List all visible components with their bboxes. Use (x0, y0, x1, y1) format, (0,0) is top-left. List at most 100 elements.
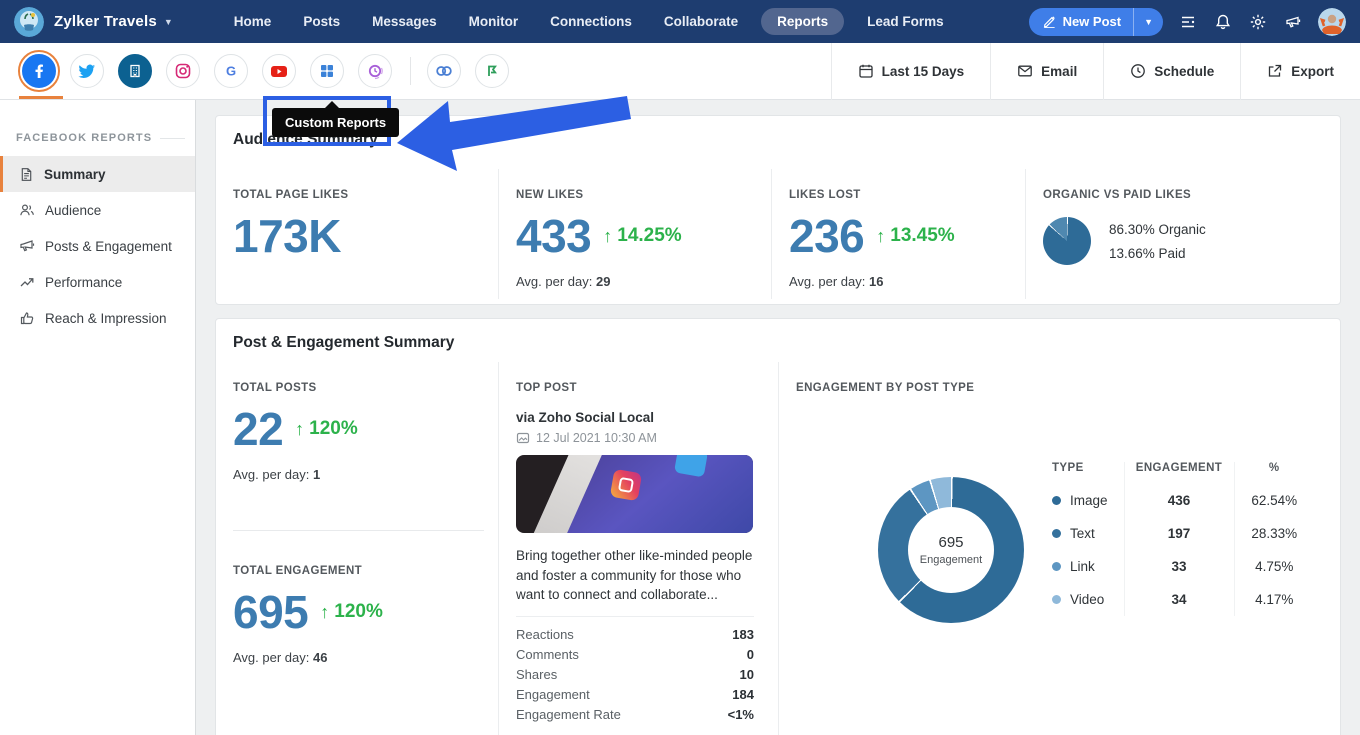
nav-item-posts[interactable]: Posts (303, 14, 341, 29)
sidebar-item-performance[interactable]: Performance (0, 264, 195, 300)
post-engagement-title: Post & Engagement Summary (233, 334, 455, 351)
apps-grid-channel-icon[interactable] (310, 54, 344, 88)
top-post-date-row: 12 Jul 2021 10:30 AM (516, 431, 764, 445)
metric-label: TOTAL POSTS (233, 382, 317, 394)
stat-row: Reactions 183 (516, 627, 754, 643)
metric-change-pct: 13.45% (890, 225, 955, 246)
legend-dot-text (1052, 529, 1061, 538)
nav-item-monitor[interactable]: Monitor (468, 14, 519, 29)
schedule-label: Schedule (1154, 63, 1215, 79)
paid-pct-label: 13.66% Paid (1109, 245, 1186, 261)
metric-change-pct: 120% (309, 418, 358, 439)
thumbs-up-icon (20, 312, 34, 325)
sidebar-section-title: FACEBOOK REPORTS (16, 132, 153, 144)
sidebar-item-posts-engagement[interactable]: Posts & Engagement (0, 228, 195, 264)
col-header-engagement: ENGAGEMENT (1123, 462, 1235, 484)
organic-pct-label: 86.30% Organic (1109, 221, 1206, 237)
nav-item-messages[interactable]: Messages (372, 14, 437, 29)
metric-label: NEW LIKES (516, 189, 584, 201)
nav-item-collaborate[interactable]: Collaborate (663, 14, 739, 29)
queue-list-icon[interactable] (1178, 12, 1198, 32)
twitter-channel-icon[interactable] (70, 54, 104, 88)
brand-chevron-down-icon[interactable]: ▼ (163, 16, 173, 27)
top-post-column: TOP POST via Zoho Social Local 12 Jul 20… (498, 362, 778, 735)
youtube-channel-icon[interactable] (262, 54, 296, 88)
email-label: Email (1041, 63, 1078, 79)
instagram-channel-icon[interactable] (166, 54, 200, 88)
date-range-label: Last 15 Days (881, 63, 965, 79)
engagement-by-type-label: ENGAGEMENT BY POST TYPE (796, 382, 975, 394)
metric-label: LIKES LOST (789, 189, 861, 201)
nav-item-reports[interactable]: Reports (761, 8, 845, 35)
total-posts-metric: TOTAL POSTS 22 ↑ 120% Avg. per day: 1 (233, 382, 484, 482)
metric-value: 173K (233, 210, 341, 262)
nav-item-connections[interactable]: Connections (550, 14, 632, 29)
col-header-pct: % (1268, 462, 1280, 474)
mail-icon (1018, 65, 1033, 77)
notifications-bell-icon[interactable] (1213, 12, 1233, 32)
export-button[interactable]: Export (1240, 42, 1360, 100)
metric-average: Avg. per day: 16 (789, 274, 884, 289)
metric-label: TOTAL PAGE LIKES (233, 189, 349, 201)
user-avatar[interactable] (1318, 7, 1346, 36)
metric-label: ORGANIC VS PAID LIKES (1043, 189, 1192, 201)
col-header-type: TYPE (1052, 462, 1084, 474)
stat-row: Shares 10 (516, 667, 754, 683)
facebook-active-underline (19, 96, 63, 99)
table-row: Video 34 4.17% (1052, 583, 1314, 616)
column-divider (233, 530, 484, 531)
channel-divider (410, 57, 411, 85)
google-my-business-channel-icon[interactable]: G (214, 54, 248, 88)
pencil-icon (1043, 16, 1055, 28)
reports-sidebar: FACEBOOK REPORTS Summary Audience Posts … (0, 100, 196, 735)
brand-name[interactable]: Zylker Travels (54, 13, 157, 30)
sidebar-section-header: FACEBOOK REPORTS (16, 132, 185, 144)
top-post-thumbnail[interactable] (516, 455, 753, 533)
announcement-megaphone-icon[interactable] (1283, 12, 1303, 32)
new-post-chevron-down-icon[interactable]: ▼ (1133, 7, 1163, 36)
schedule-button[interactable]: Schedule (1103, 42, 1240, 100)
settings-gear-icon[interactable] (1248, 12, 1268, 32)
export-label: Export (1291, 63, 1334, 79)
sidebar-item-reach-impression[interactable]: Reach & Impression (0, 300, 195, 336)
main-nav: Home Posts Messages Monitor Connections … (225, 8, 953, 35)
image-post-icon (516, 432, 530, 444)
sidebar-item-label: Summary (44, 166, 106, 182)
stat-row: Engagement Rate <1% (516, 707, 754, 723)
metric-value: 695 (233, 586, 309, 638)
building-channel-icon[interactable] (118, 54, 152, 88)
zoho-green-app-icon[interactable] (475, 54, 509, 88)
date-range-button[interactable]: Last 15 Days (830, 42, 991, 100)
new-post-button[interactable]: New Post ▼ (1028, 7, 1163, 36)
stat-row: Engagement 184 (516, 687, 754, 703)
megaphone-icon (20, 240, 35, 252)
up-arrow-icon: ↑ (876, 225, 886, 246)
donut-center: 695 Engagement (908, 507, 994, 593)
nav-item-lead-forms[interactable]: Lead Forms (867, 14, 944, 29)
total-engagement-metric: TOTAL ENGAGEMENT 695 ↑ 120% Avg. per day:… (233, 565, 484, 665)
up-arrow-icon: ↑ (603, 225, 613, 246)
zylker-logo-icon[interactable] (14, 6, 44, 37)
table-row: Link 33 4.75% (1052, 550, 1314, 583)
audience-summary-title: Audience Summary (233, 131, 378, 148)
zoho-crm-icon[interactable] (427, 54, 461, 88)
total-page-likes-metric: TOTAL PAGE LIKES 173K (216, 169, 498, 299)
email-button[interactable]: Email (990, 42, 1103, 100)
stat-row: Comments 0 (516, 647, 754, 663)
sidebar-item-audience[interactable]: Audience (0, 192, 195, 228)
trend-up-icon (20, 278, 34, 287)
new-likes-metric: NEW LIKES 433 ↑ 14.25% Avg. per day: 29 (498, 169, 771, 299)
svg-text:G: G (226, 64, 236, 79)
nav-item-home[interactable]: Home (233, 14, 272, 29)
likes-lost-metric: LIKES LOST 236 ↑ 13.45% Avg. per day: 16 (771, 169, 1025, 299)
channel-bar: G Last 15 Days Email (0, 42, 1360, 100)
top-post-date: 12 Jul 2021 10:30 AM (536, 431, 657, 445)
sidebar-item-label: Posts & Engagement (45, 238, 172, 254)
legend-dot-image (1052, 496, 1061, 505)
sidebar-item-summary[interactable]: Summary (0, 156, 195, 192)
metric-average: Avg. per day: 46 (233, 650, 328, 665)
up-arrow-icon: ↑ (295, 418, 305, 439)
clock-channel-icon[interactable] (358, 54, 392, 88)
facebook-channel-icon[interactable] (18, 50, 60, 92)
